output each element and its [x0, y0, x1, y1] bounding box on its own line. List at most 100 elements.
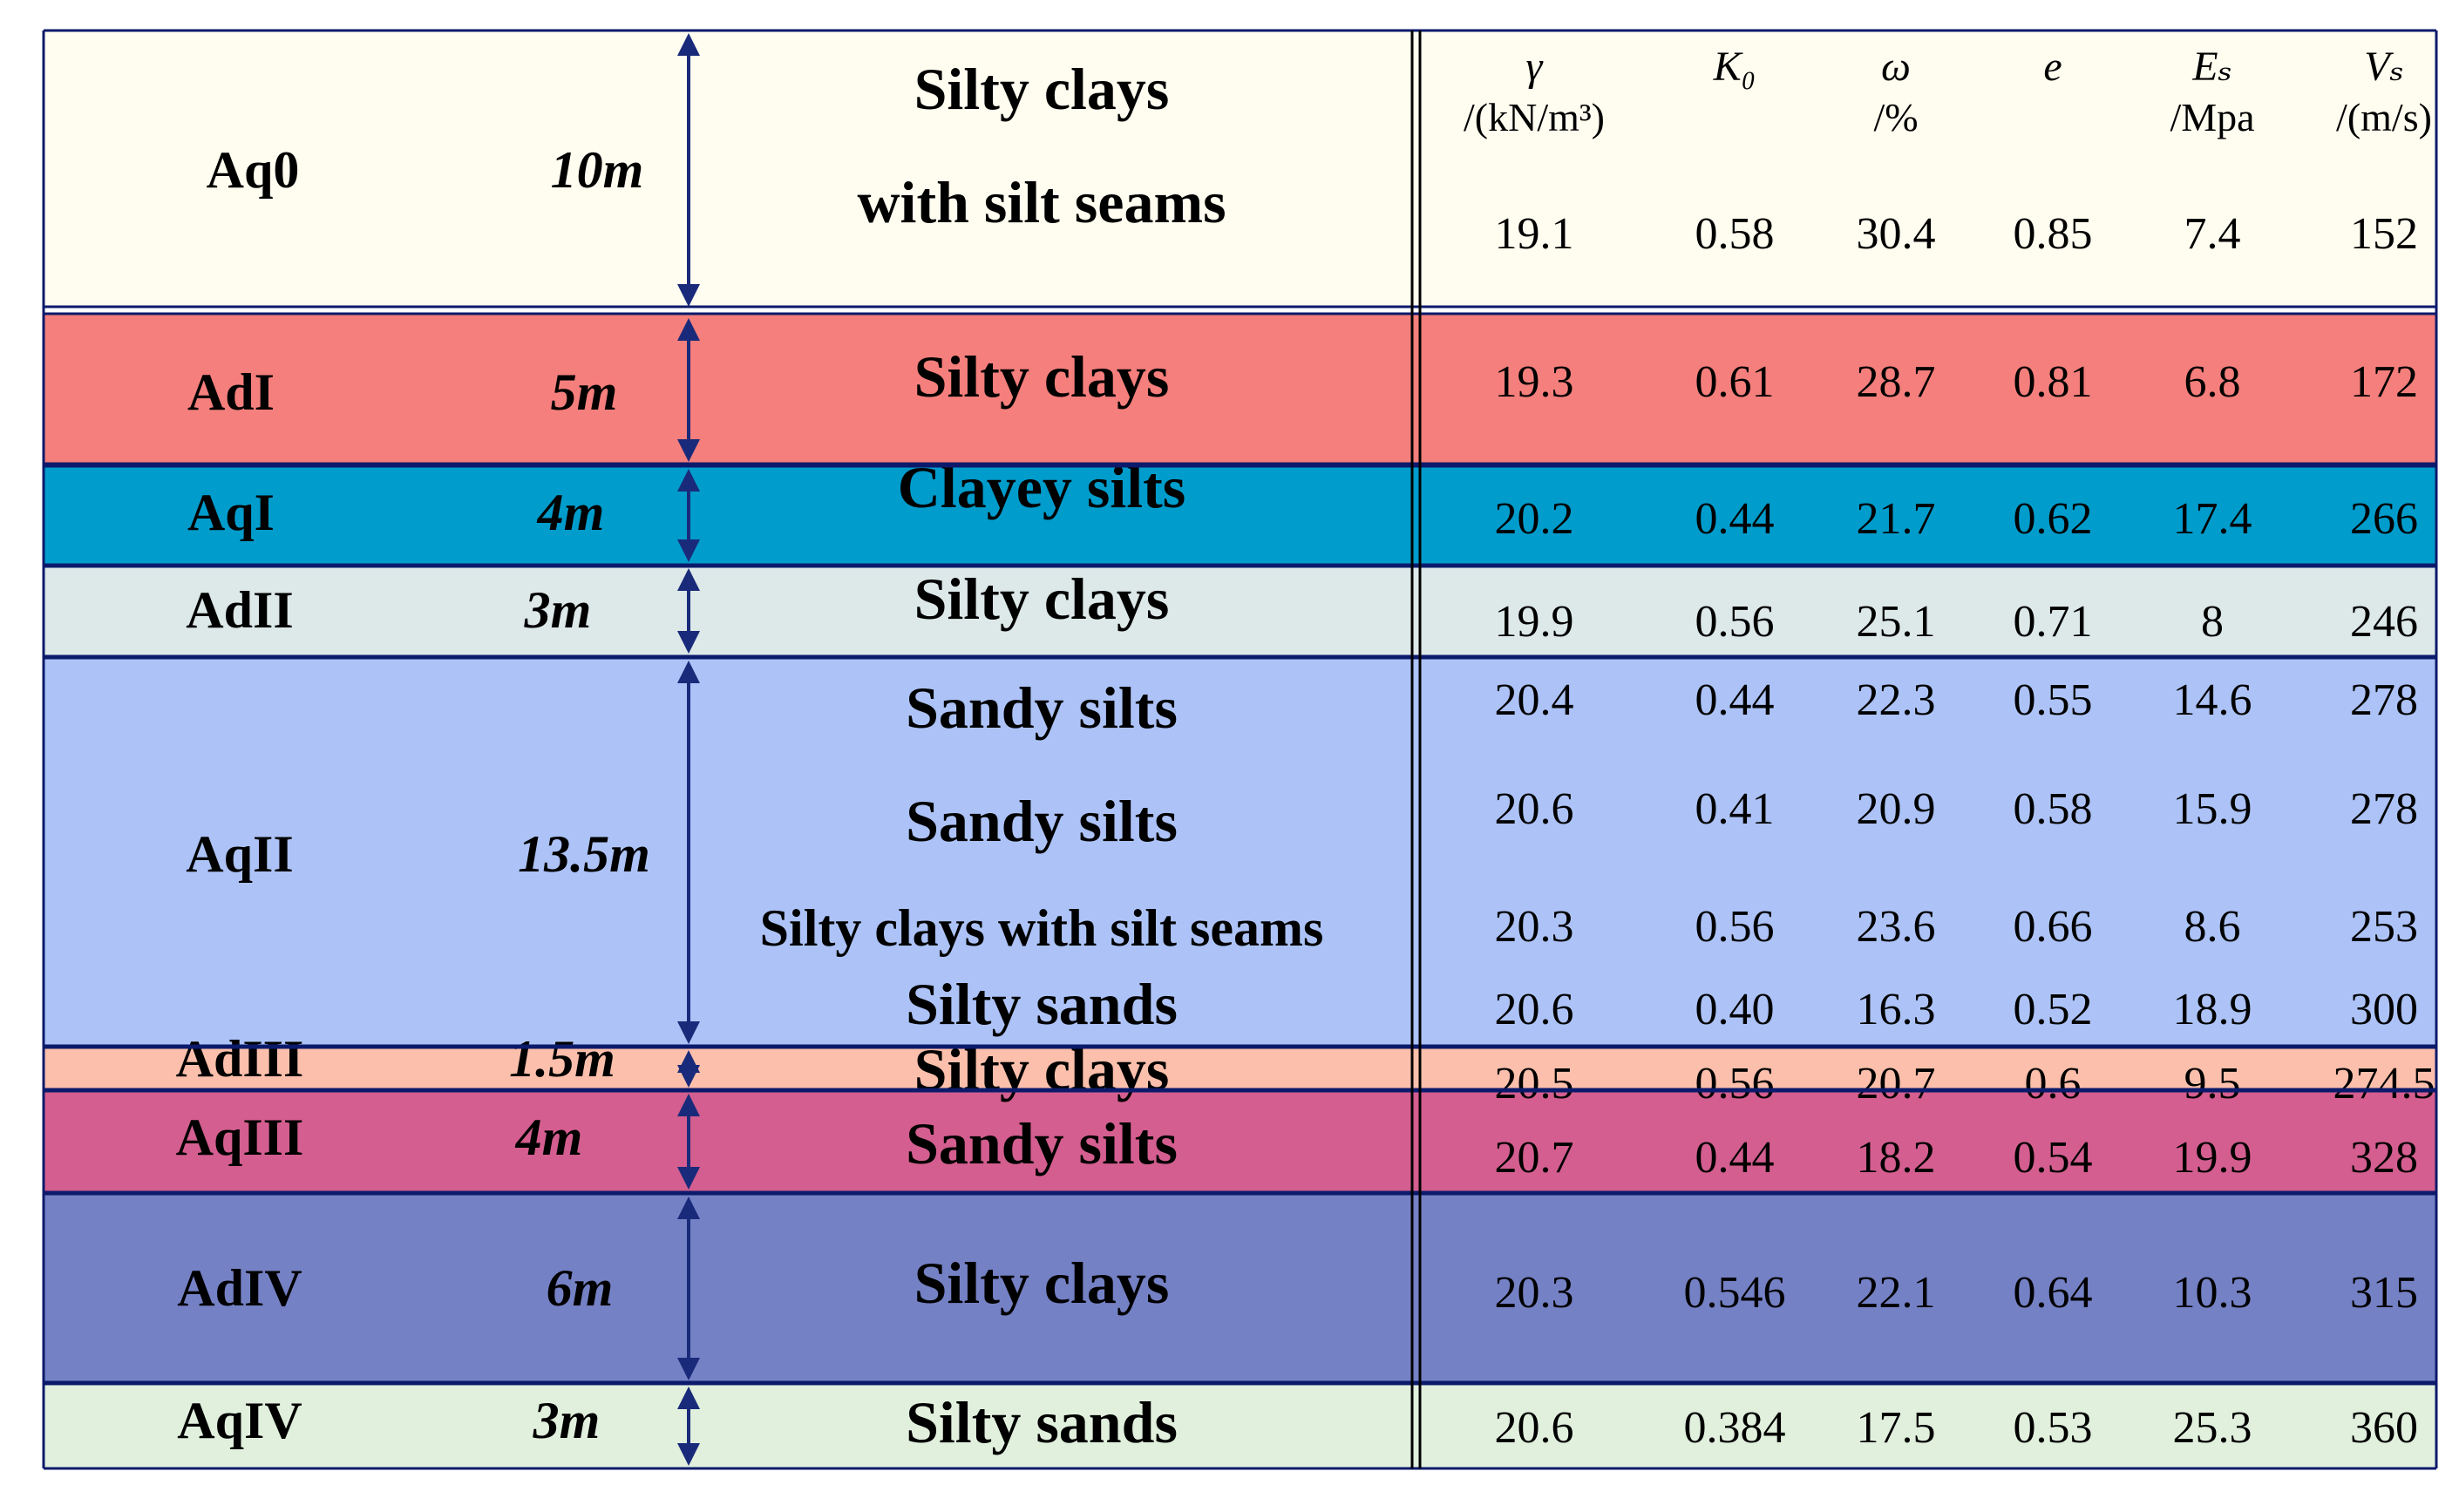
soil-type: Sandy silts — [906, 1110, 1178, 1176]
layer-name: AdI — [187, 363, 275, 421]
thickness-arrow-Aq0 — [677, 33, 700, 307]
table-cell: 14.6 — [2173, 675, 2252, 725]
header-unit: /% — [1873, 95, 1918, 139]
table-cell: 0.546 — [1684, 1268, 1786, 1318]
layer-band-Aq0 — [44, 31, 2436, 307]
layer-band-AdIII — [44, 1048, 2436, 1089]
arrow-up-head — [677, 1387, 700, 1409]
table-cell: 0.71 — [2014, 597, 2093, 647]
table-cell: 22.3 — [1857, 675, 1936, 725]
table-cell: 20.7 — [1857, 1059, 1936, 1109]
table-cell: 8.6 — [2184, 902, 2241, 952]
thickness-arrows — [677, 33, 700, 1466]
arrow-up-head — [677, 1094, 700, 1116]
table-cell: 23.6 — [1857, 902, 1936, 952]
table-cell: 20.6 — [1495, 784, 1574, 834]
soil-type: with silt seams — [857, 169, 1226, 235]
layer-thickness: 4m — [537, 484, 605, 541]
table-cell: 8 — [2201, 597, 2224, 647]
arrow-down-head — [677, 1167, 700, 1190]
layer-bands — [44, 31, 2436, 1468]
table-cell: 25.1 — [1857, 597, 1936, 647]
arrow-up-head — [677, 33, 700, 56]
header-symbol: e — [2043, 44, 2062, 90]
table-cell: 274.5 — [2333, 1059, 2435, 1109]
parameter-values: 19.1 0.58 30.4 0.85 7.4 152 19.3 0.61 28.7 0.81 6.… — [1495, 209, 2435, 1453]
arrow-up-head — [677, 661, 700, 683]
table-cell: 0.62 — [2014, 494, 2093, 544]
layer-name: Aq0 — [207, 141, 300, 199]
layer-thickness: 3m — [524, 581, 592, 639]
arrow-down-head — [677, 1065, 700, 1088]
table-cell: 360 — [2350, 1403, 2418, 1453]
table-cell: 278 — [2350, 675, 2418, 725]
table-cell: 19.3 — [1495, 357, 1574, 407]
table-cell: 20.6 — [1495, 1403, 1574, 1453]
table-cell: 18.2 — [1857, 1133, 1936, 1183]
arrow-down-head — [677, 1358, 700, 1380]
table-cell: 18.9 — [2173, 985, 2252, 1034]
table-cell: 17.5 — [1857, 1403, 1936, 1453]
table-cell: 9.5 — [2184, 1059, 2241, 1109]
header-unit: /(kN/m³) — [1464, 95, 1605, 139]
soil-type: Sandy silts — [906, 788, 1178, 854]
table-cell: 0.55 — [2014, 675, 2093, 725]
soil-type: Silty clays — [914, 566, 1170, 632]
layer-band-AdI — [44, 314, 2436, 464]
layer-name: AqIV — [177, 1392, 302, 1449]
table-cell: 0.54 — [2014, 1133, 2093, 1183]
table-cell: 0.61 — [1695, 357, 1775, 407]
thickness-arrow-AqII — [677, 661, 700, 1044]
soil-type: Silty sands — [906, 1389, 1178, 1455]
layer-band-AdII — [44, 566, 2436, 656]
table-cell: 20.3 — [1495, 1268, 1574, 1318]
arrow-down-head — [677, 1443, 700, 1466]
table-cell: 21.7 — [1857, 494, 1936, 544]
table-cell: 253 — [2350, 902, 2418, 952]
table-cell: 0.53 — [2014, 1403, 2093, 1453]
soil-type: Silty clays — [914, 343, 1170, 410]
table-cell: 152 — [2350, 209, 2418, 259]
layer-thickness: 13.5m — [518, 825, 650, 883]
table-cell: 0.85 — [2014, 209, 2093, 259]
header-symbol: K₀ — [1713, 44, 1756, 90]
table-cell: 10.3 — [2173, 1268, 2252, 1318]
table-cell: 328 — [2350, 1133, 2418, 1183]
header-unit: /(m/s) — [2336, 95, 2432, 139]
table-cell: 0.56 — [1695, 597, 1775, 647]
header-symbol: ω — [1881, 44, 1911, 90]
thickness-arrow-AdIII — [677, 1050, 700, 1088]
table-cell: 0.66 — [2014, 902, 2093, 952]
table-cell: 0.44 — [1695, 1133, 1775, 1183]
table-cell: 246 — [2350, 597, 2418, 647]
header-symbol: γ — [1526, 44, 1544, 90]
layer-name: AdIII — [176, 1030, 304, 1088]
layer-band-AqII — [44, 658, 2436, 1046]
layer-band-AdIV — [44, 1194, 2436, 1382]
table-cell: 0.64 — [2014, 1268, 2093, 1318]
table-cell: 25.3 — [2173, 1403, 2252, 1453]
table-cell: 0.81 — [2014, 357, 2093, 407]
table-cell: 28.7 — [1857, 357, 1936, 407]
table-cell: 20.4 — [1495, 675, 1574, 725]
table-cell: 20.5 — [1495, 1059, 1574, 1109]
table-cell: 19.9 — [2173, 1133, 2252, 1183]
table-cell: 266 — [2350, 494, 2418, 544]
arrow-up-head — [677, 568, 700, 591]
layer-thickness: 1.5m — [509, 1030, 615, 1088]
header-unit: /Mpa — [2170, 95, 2254, 139]
arrow-up-head — [677, 469, 700, 492]
thickness-arrow-AdII — [677, 568, 700, 654]
arrow-down-head — [677, 631, 700, 654]
table-cell: 19.1 — [1495, 209, 1574, 259]
table-cell: 0.58 — [2014, 784, 2093, 834]
layer-name: AqIII — [176, 1109, 304, 1166]
table-cell: 0.56 — [1695, 902, 1775, 952]
layer-band-AqIII — [44, 1091, 2436, 1192]
soil-type: Silty clays — [914, 1250, 1170, 1316]
table-cell: 0.41 — [1695, 784, 1775, 834]
thickness-arrow-AqIII — [677, 1094, 700, 1190]
soil-type: Sandy silts — [906, 675, 1178, 741]
soil-type: Silty clays — [914, 56, 1170, 122]
